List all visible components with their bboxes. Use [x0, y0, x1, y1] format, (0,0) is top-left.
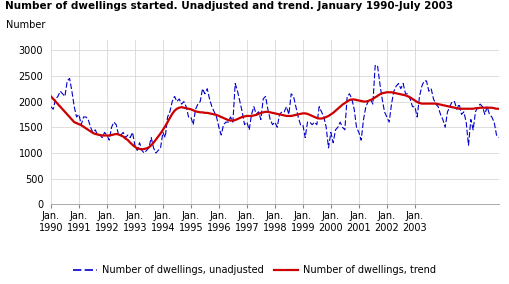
- Number of dwellings, unadjusted: [48, 105, 54, 108]
- Text: Number of dwellings started. Unadjusted and trend. January 1990-July 2003: Number of dwellings started. Unadjusted …: [5, 1, 453, 11]
- Legend: Number of dwellings, unadjusted, Number of dwellings, trend: Number of dwellings, unadjusted, Number …: [69, 261, 440, 279]
- Number of dwellings, trend: [230, 119, 236, 122]
- Line: Number of dwellings, trend: Number of dwellings, trend: [51, 92, 499, 149]
- Number of dwellings, trend: [328, 113, 334, 116]
- Number of dwellings, trend: [388, 91, 394, 94]
- Number of dwellings, trend: [48, 95, 54, 98]
- Number of dwellings, unadjusted: [328, 131, 334, 134]
- Number of dwellings, trend: [139, 148, 145, 151]
- Number of dwellings, trend: [155, 135, 161, 138]
- Number of dwellings, trend: [496, 107, 502, 110]
- Text: Number: Number: [6, 20, 45, 30]
- Number of dwellings, unadjusted: [155, 149, 161, 152]
- Number of dwellings, unadjusted: [496, 136, 502, 139]
- Number of dwellings, unadjusted: [386, 120, 392, 124]
- Number of dwellings, unadjusted: [372, 64, 378, 67]
- Number of dwellings, trend: [386, 91, 392, 94]
- Number of dwellings, trend: [384, 91, 390, 94]
- Number of dwellings, unadjusted: [213, 115, 219, 119]
- Number of dwellings, trend: [213, 113, 219, 117]
- Number of dwellings, unadjusted: [230, 120, 236, 124]
- Number of dwellings, unadjusted: [141, 151, 147, 155]
- Number of dwellings, unadjusted: [388, 103, 394, 106]
- Line: Number of dwellings, unadjusted: Number of dwellings, unadjusted: [51, 66, 499, 153]
